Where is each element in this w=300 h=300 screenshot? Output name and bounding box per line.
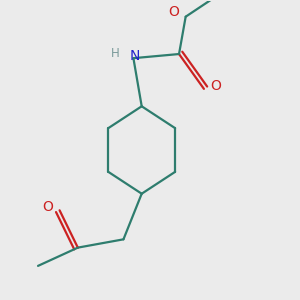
Text: H: H bbox=[111, 47, 119, 60]
Text: O: O bbox=[169, 5, 179, 19]
Text: O: O bbox=[43, 200, 53, 214]
Text: N: N bbox=[130, 49, 140, 63]
Text: O: O bbox=[210, 79, 221, 92]
